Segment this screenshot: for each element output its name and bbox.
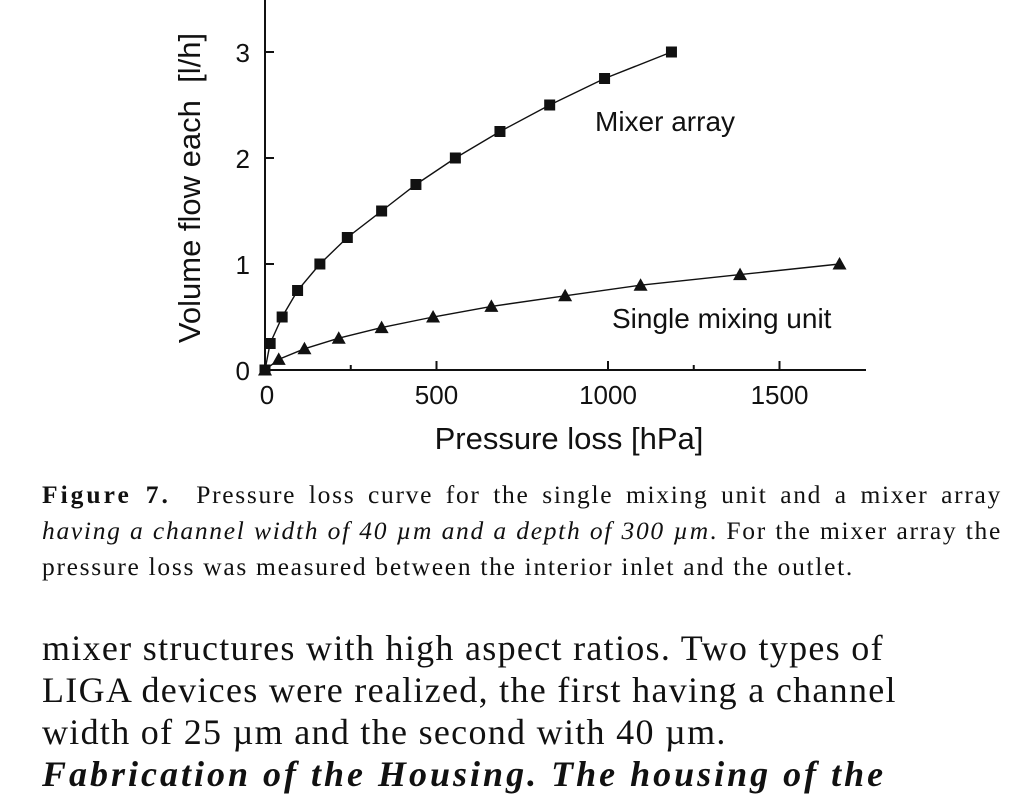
data-point-square xyxy=(341,232,353,243)
x-axis-title: Pressure loss [hPa] xyxy=(435,421,704,456)
data-point-triangle xyxy=(558,288,573,302)
data-point-triangle xyxy=(297,341,312,355)
body-text: mixer structures with high aspect ratios… xyxy=(42,627,1002,795)
data-point-square xyxy=(494,126,506,137)
caption-text: Pressure loss curve for the single mixin… xyxy=(196,480,1002,509)
markers xyxy=(258,46,847,376)
data-point-triangle xyxy=(426,310,441,323)
data-point-square xyxy=(276,311,288,323)
data-point-triangle xyxy=(733,267,748,281)
caption-text-end: . For the mixer array the pressure loss … xyxy=(42,516,1003,581)
data-point-square xyxy=(314,258,326,270)
data-point-triangle xyxy=(633,278,648,291)
x-tick-label: 1000 xyxy=(579,380,637,410)
x-tick-label: 1500 xyxy=(751,380,809,410)
series-label-single-mixing-unit: Single mixing unit xyxy=(612,303,832,334)
body-line: LIGA devices were realized, the first ha… xyxy=(42,670,897,710)
series-line-mixer-array xyxy=(264,51,672,371)
data-point-square xyxy=(292,285,304,296)
data-point-square xyxy=(599,73,611,84)
data-point-square xyxy=(544,99,556,111)
data-point-triangle xyxy=(258,363,272,376)
series-label-mixer-array: Mixer array xyxy=(595,106,735,137)
y-axis-title: Volume flow each [l/h] xyxy=(172,33,207,343)
section-heading-line: Fabrication of the Housing. The housing … xyxy=(42,754,887,794)
data-point-triangle xyxy=(484,299,499,312)
data-point-triangle xyxy=(331,331,346,344)
y-tick-label: 3 xyxy=(236,38,250,68)
data-point-square xyxy=(376,205,388,217)
pressure-loss-chart: 0 500 1000 1500 0 1 2 3 Pressure loss [hPa] Vol… xyxy=(172,0,866,456)
data-point-triangle xyxy=(271,352,286,365)
data-point-square xyxy=(410,179,422,190)
caption-italic-text: having a channel width of 40 µm and a de… xyxy=(42,516,710,545)
y-tick-label: 2 xyxy=(236,144,250,174)
data-point-triangle xyxy=(832,257,847,270)
y-tick-label: 0 xyxy=(236,356,250,386)
axes xyxy=(264,0,866,371)
data-point-square xyxy=(665,46,677,58)
x-tick-label: 0 xyxy=(260,380,274,410)
ticks: 0 500 1000 1500 0 1 2 3 xyxy=(236,38,809,410)
x-tick-label: 500 xyxy=(415,380,458,410)
data-point-triangle xyxy=(374,320,389,334)
figure-label: Figure 7. xyxy=(42,480,171,509)
data-point-square xyxy=(264,338,276,349)
body-line: mixer structures with high aspect ratios… xyxy=(42,628,884,668)
figure-caption: Figure 7. Pressure loss curve for the si… xyxy=(42,477,1002,585)
y-tick-label: 1 xyxy=(236,250,250,280)
body-line: width of 25 µm and the second with 40 µm… xyxy=(42,712,727,752)
data-point-square xyxy=(449,152,461,164)
